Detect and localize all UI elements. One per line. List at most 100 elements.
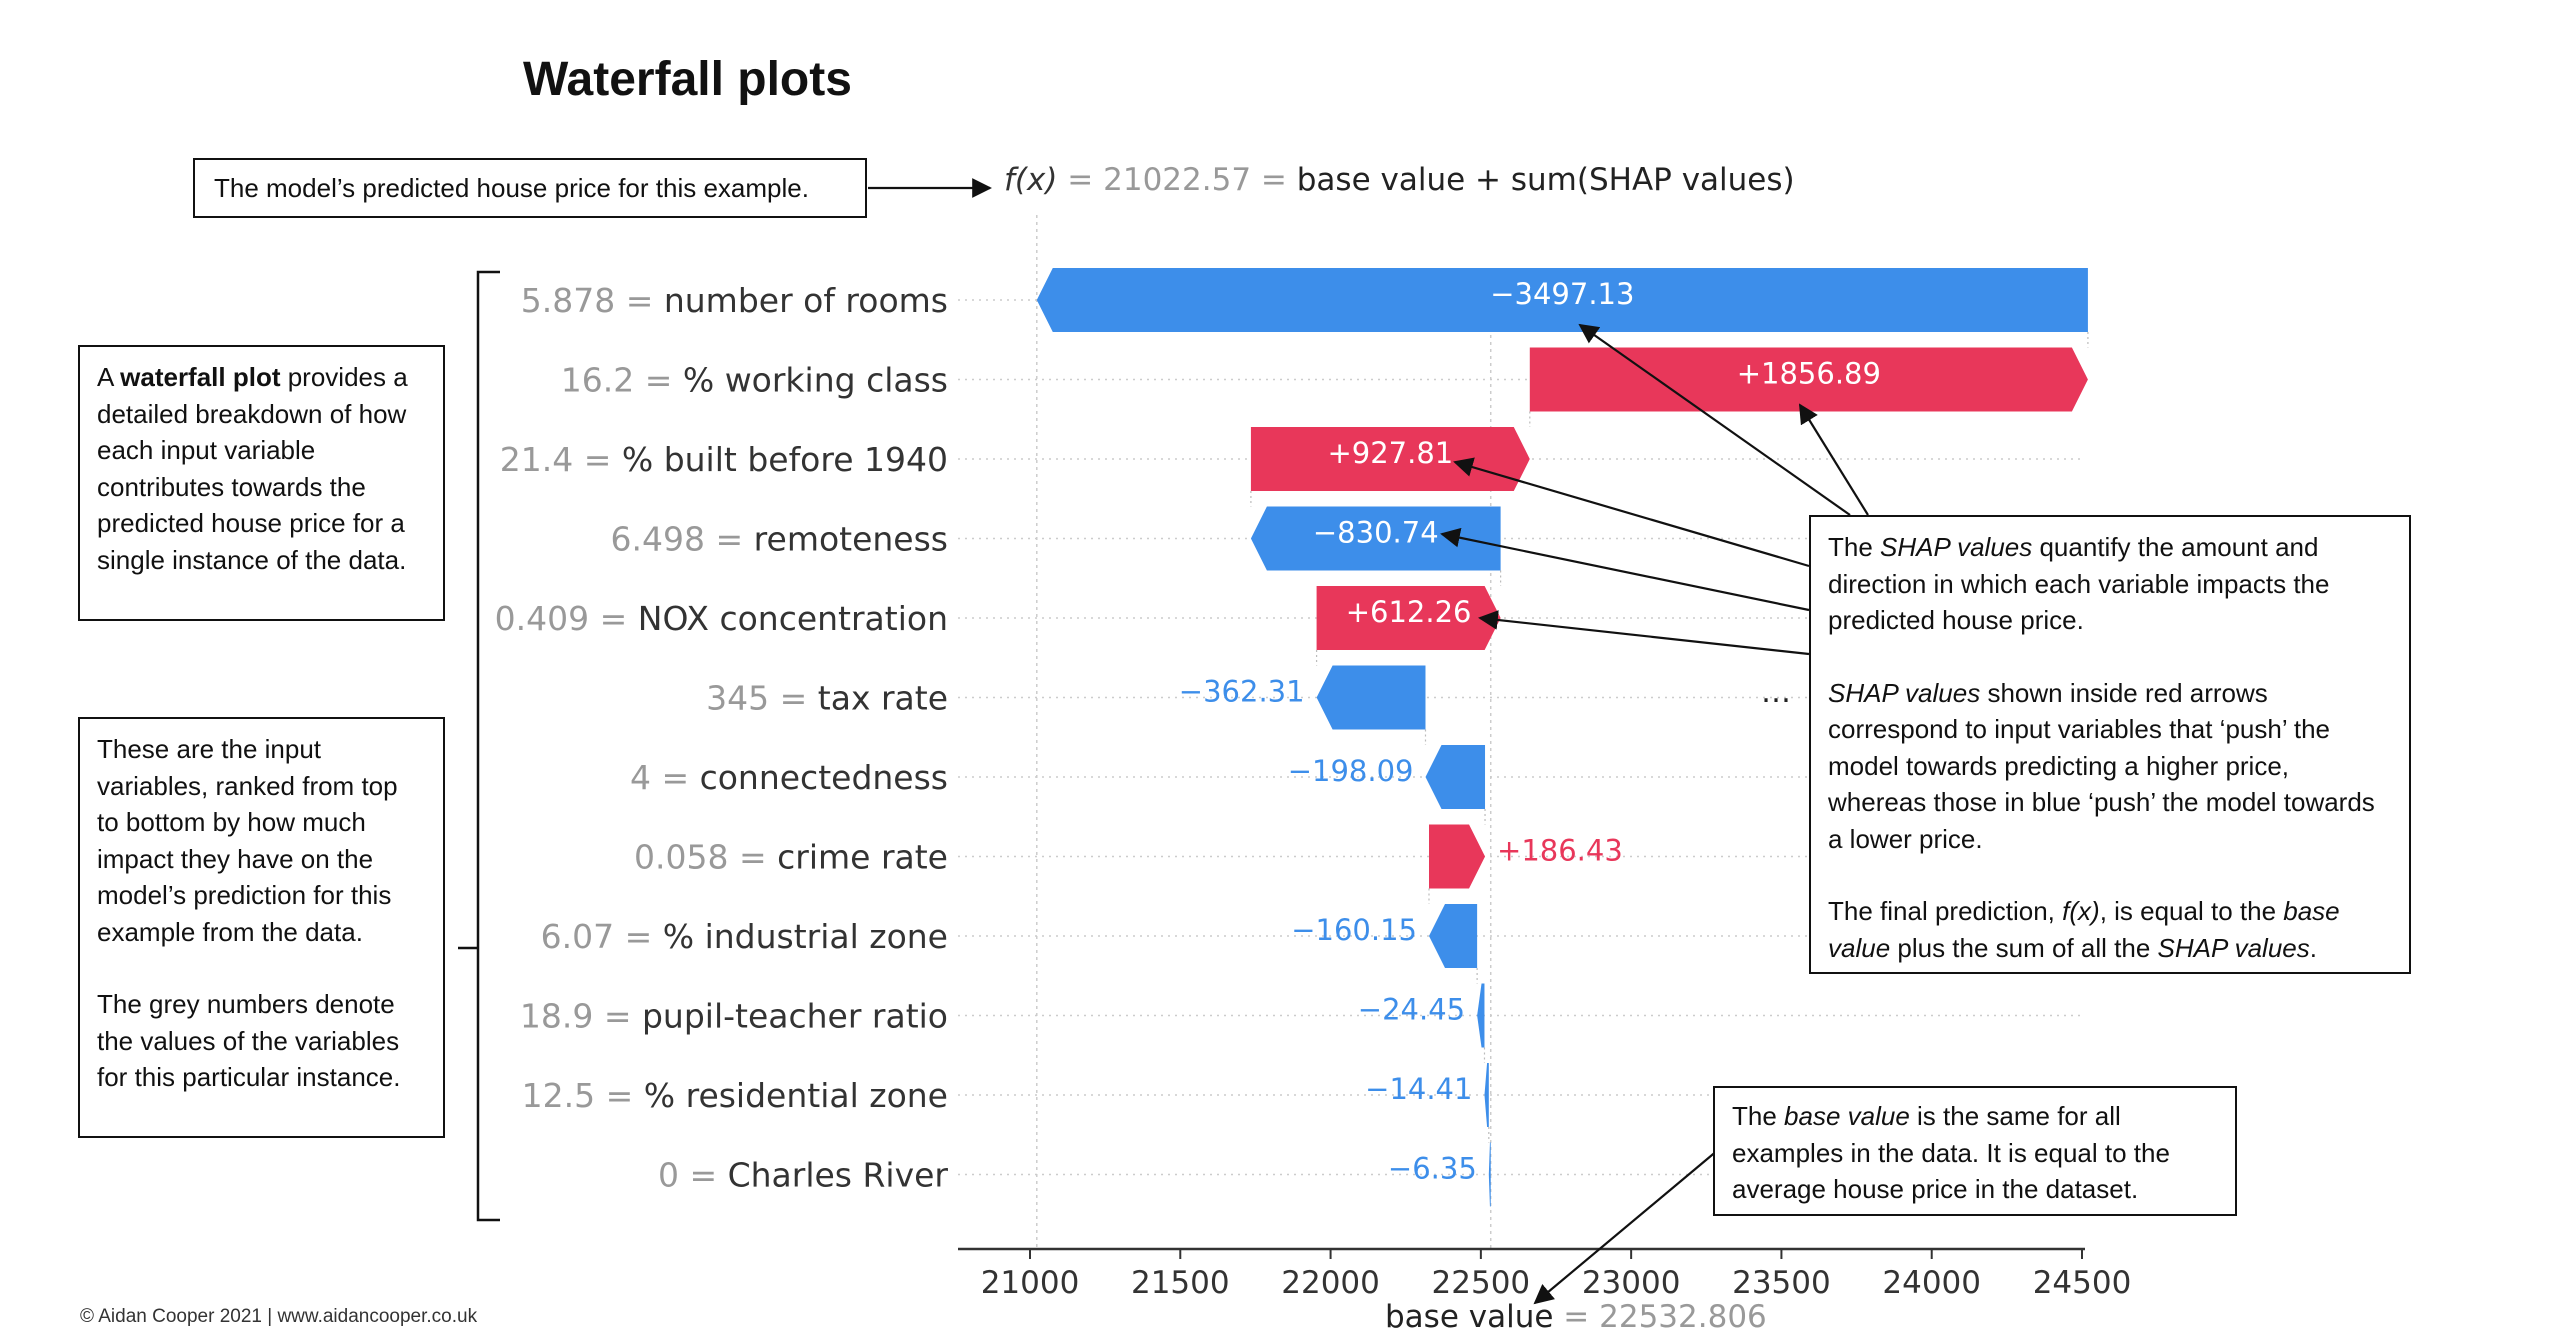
x-tick-label: 23500 xyxy=(1732,1265,1831,1301)
shap-value-label: +612.26 xyxy=(1346,595,1472,629)
waterfall-bar xyxy=(1488,1142,1491,1207)
x-tick-label: 23000 xyxy=(1582,1265,1681,1301)
feature-name: tax rate xyxy=(818,678,948,717)
feature-value: 21.4 xyxy=(500,440,573,479)
feature-label: 21.4 = % built before 1940 xyxy=(500,440,948,479)
shap-p3-em3: SHAP values xyxy=(2157,932,2310,963)
feature-name: pupil-teacher ratio xyxy=(642,996,948,1035)
feature-equals: = xyxy=(573,440,622,479)
x-tick-label: 24000 xyxy=(1882,1265,1981,1301)
fx-formula: base value + sum(SHAP values) xyxy=(1297,162,1795,198)
shap-value-label: −198.09 xyxy=(1288,754,1414,788)
feature-value: 0.058 xyxy=(634,837,728,876)
waterfall-bar xyxy=(1484,1063,1489,1127)
feature-value: 0.409 xyxy=(495,599,589,638)
fx-equals-2: = xyxy=(1251,162,1297,198)
feature-name: % built before 1940 xyxy=(622,440,948,479)
shap-p2-em: SHAP values xyxy=(1828,677,1981,708)
waterfall-annotation-pre: A xyxy=(97,362,121,392)
shap-value-label: −830.74 xyxy=(1313,516,1439,550)
feature-value: 16.2 xyxy=(561,360,634,399)
feature-label: 0 = Charles River xyxy=(658,1155,948,1194)
shap-arrow-number-of-rooms xyxy=(1578,323,1851,516)
fx-value: 21022.57 xyxy=(1103,162,1251,198)
feature-label: 12.5 = % residential zone xyxy=(522,1076,948,1115)
base-value-annotation-box: The base value is the same for all examp… xyxy=(1713,1086,2237,1216)
feature-equals: = xyxy=(614,917,663,956)
base-value-label: base value = 22532.806 xyxy=(1385,1299,1767,1334)
fx-equals: = xyxy=(1057,162,1103,198)
feature-name: crime rate xyxy=(777,837,948,876)
feature-label: 0.409 = NOX concentration xyxy=(495,599,948,638)
feature-value: 12.5 xyxy=(522,1076,595,1115)
waterfall-bar xyxy=(1250,506,1501,571)
feature-name: remoteness xyxy=(754,519,948,558)
feature-name: number of rooms xyxy=(664,281,948,320)
base-value-equals: = xyxy=(1553,1299,1599,1334)
shap-p3-mid2: plus the sum of all the xyxy=(1890,932,2158,963)
shap-arrow-built-before-1940 xyxy=(1453,457,1810,568)
waterfall-annotation-box: A waterfall plot provides a detailed bre… xyxy=(78,345,445,621)
waterfall-bar xyxy=(1316,586,1501,650)
waterfall-bar xyxy=(1477,983,1485,1048)
shap-value-label: −6.35 xyxy=(1388,1152,1477,1186)
shap-value-label: −3497.13 xyxy=(1490,277,1634,311)
shap-p1-pre: The xyxy=(1828,532,1881,562)
base-annotation-em: base value xyxy=(1784,1101,1910,1131)
feature-value: 5.878 xyxy=(521,281,615,320)
shap-p3-em1: f(x) xyxy=(2062,896,2100,926)
waterfall-annotation-bold: waterfall plot xyxy=(120,362,281,392)
waterfall-bar xyxy=(1428,824,1486,889)
copyright-text: © Aidan Cooper 2021 | www.aidancooper.co… xyxy=(80,1306,478,1327)
shap-value-label: +1856.89 xyxy=(1737,357,1881,391)
feature-value: 345 xyxy=(706,678,769,717)
shap-p1-post: quantify the amount and direction in whi… xyxy=(1828,532,2330,635)
ellipsis-marker: … xyxy=(1761,675,1791,710)
fx-symbol: f(x) xyxy=(1004,162,1057,198)
feature-label: 18.9 = pupil-teacher ratio xyxy=(520,996,948,1035)
x-tick-label: 22500 xyxy=(1432,1265,1531,1301)
shap-arrow-working-class xyxy=(1798,403,1869,516)
x-tick-label: 22000 xyxy=(1281,1265,1380,1301)
shap-p2-post: shown inside red arrows correspond to in… xyxy=(1828,677,2375,854)
shap-value-label: −14.41 xyxy=(1365,1072,1472,1106)
feature-name: connectedness xyxy=(700,758,948,797)
x-tick-label: 24500 xyxy=(2033,1265,2132,1301)
feature-equals: = xyxy=(589,599,638,638)
feature-value: 4 xyxy=(630,758,651,797)
feature-brace xyxy=(458,270,500,1222)
feature-label: 345 = tax rate xyxy=(706,678,948,717)
x-tick-label: 21000 xyxy=(981,1265,1080,1301)
feature-equals: = xyxy=(679,1155,728,1194)
feature-name: % industrial zone xyxy=(663,917,948,956)
waterfall-bar xyxy=(1425,745,1486,809)
feature-name: Charles River xyxy=(728,1155,949,1194)
x-tick-label: 21500 xyxy=(1131,1265,1230,1301)
feature-name: % residential zone xyxy=(644,1076,948,1115)
shap-p3-em2: base value xyxy=(1828,896,2340,963)
feature-value: 6.498 xyxy=(611,519,705,558)
prediction-annotation-text: The model’s predicted house price for th… xyxy=(214,173,809,203)
shap-arrow-nox-concentration xyxy=(1478,610,1810,656)
shap-p3-mid: , is equal to the xyxy=(2099,896,2284,926)
shap-arrow-remoteness xyxy=(1440,527,1810,612)
feature-equals: = xyxy=(651,758,700,797)
waterfall-annotation-post: provides a detailed breakdown of how eac… xyxy=(97,362,408,575)
feature-equals: = xyxy=(705,519,754,558)
shap-value-label: +186.43 xyxy=(1497,834,1623,868)
feature-value: 0 xyxy=(658,1155,679,1194)
feature-equals: = xyxy=(595,1076,644,1115)
waterfall-bar xyxy=(1316,665,1426,730)
inputs-annotation-p2: The grey numbers denote the values of th… xyxy=(97,989,401,1092)
feature-value: 18.9 xyxy=(520,996,593,1035)
waterfall-bar xyxy=(1428,904,1478,968)
base-value-number: 22532.806 xyxy=(1599,1299,1767,1334)
base-value-arrow xyxy=(1533,1149,1719,1305)
feature-value: 6.07 xyxy=(541,917,614,956)
feature-label: 6.498 = remoteness xyxy=(611,519,948,558)
feature-equals: = xyxy=(634,360,683,399)
fx-label: f(x) = 21022.57 = base value + sum(SHAP … xyxy=(1004,162,1795,198)
prediction-annotation-box: The model’s predicted house price for th… xyxy=(193,158,867,218)
feature-label: 5.878 = number of rooms xyxy=(521,281,948,320)
